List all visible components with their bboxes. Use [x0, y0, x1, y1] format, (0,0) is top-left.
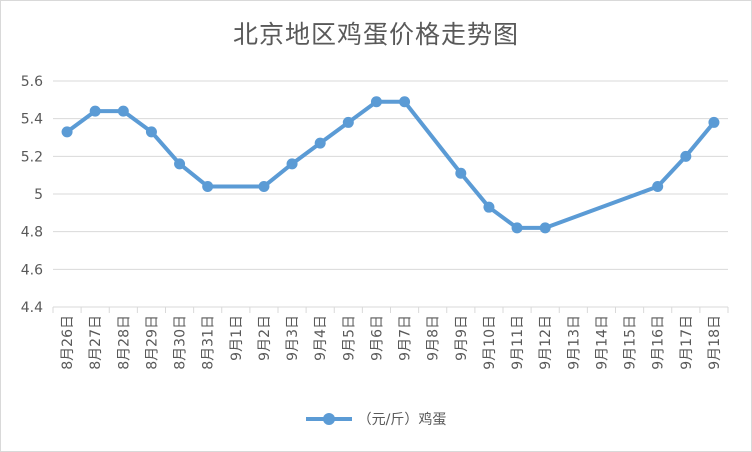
- x-tick-label: 8月30日: [173, 315, 189, 370]
- data-point: [399, 96, 411, 108]
- x-tick-label: 9月9日: [454, 315, 470, 361]
- chart-title: 北京地区鸡蛋价格走势图: [232, 20, 519, 49]
- y-tick-label: 4.6: [21, 262, 43, 278]
- x-tick-label: 9月4日: [313, 315, 329, 361]
- x-tick-label: 9月17日: [679, 315, 695, 370]
- x-tick-label: 9月6日: [369, 315, 385, 361]
- data-point: [286, 158, 298, 170]
- x-tick-label: 8月27日: [88, 315, 104, 370]
- data-point: [680, 150, 692, 162]
- data-point: [455, 167, 467, 179]
- y-tick-label: 5.6: [21, 74, 43, 90]
- x-tick-label: 9月12日: [538, 315, 554, 370]
- y-tick-label: 5.4: [21, 112, 43, 128]
- x-tick-label: 9月5日: [341, 315, 357, 361]
- x-tick-label: 9月18日: [707, 315, 723, 370]
- data-point: [61, 126, 73, 138]
- x-tick-label: 9月8日: [426, 315, 442, 361]
- data-point: [145, 126, 157, 138]
- data-point: [708, 116, 720, 128]
- data-point: [483, 201, 495, 213]
- legend: （元/斤）鸡蛋: [1, 409, 751, 429]
- data-point: [342, 116, 354, 128]
- y-tick-label: 5: [34, 187, 43, 203]
- data-point: [202, 180, 214, 192]
- y-tick-label: 4.4: [21, 300, 43, 316]
- data-point: [117, 105, 129, 117]
- data-point: [652, 180, 664, 192]
- x-tick-label: 8月28日: [116, 315, 132, 370]
- x-tick-label: 9月10日: [482, 315, 498, 370]
- x-tick-label: 8月26日: [60, 315, 76, 370]
- data-point: [174, 158, 186, 170]
- x-tick-label: 9月15日: [623, 315, 639, 370]
- data-point: [258, 180, 270, 192]
- x-tick-label: 8月31日: [201, 315, 217, 370]
- data-point: [511, 222, 523, 234]
- x-tick-label: 9月3日: [285, 315, 301, 361]
- data-point: [370, 96, 382, 108]
- x-tick-label: 9月1日: [229, 315, 245, 361]
- x-tick-label: 8月29日: [144, 315, 160, 370]
- y-tick-label: 5.2: [21, 149, 43, 165]
- x-tick-label: 9月16日: [651, 315, 667, 370]
- x-tick-label: 9月13日: [566, 315, 582, 370]
- data-point: [314, 137, 326, 149]
- x-tick-label: 9月7日: [398, 315, 414, 361]
- x-tick-label: 9月14日: [594, 315, 610, 370]
- legend-marker: [305, 413, 352, 425]
- data-point: [89, 105, 101, 117]
- x-tick-label: 9月11日: [510, 315, 526, 370]
- legend-label: （元/斤）鸡蛋: [357, 412, 447, 428]
- x-tick-label: 9月2日: [257, 315, 273, 361]
- data-point: [539, 222, 551, 234]
- y-tick-label: 4.8: [21, 225, 43, 241]
- series-line: [65, 99, 716, 230]
